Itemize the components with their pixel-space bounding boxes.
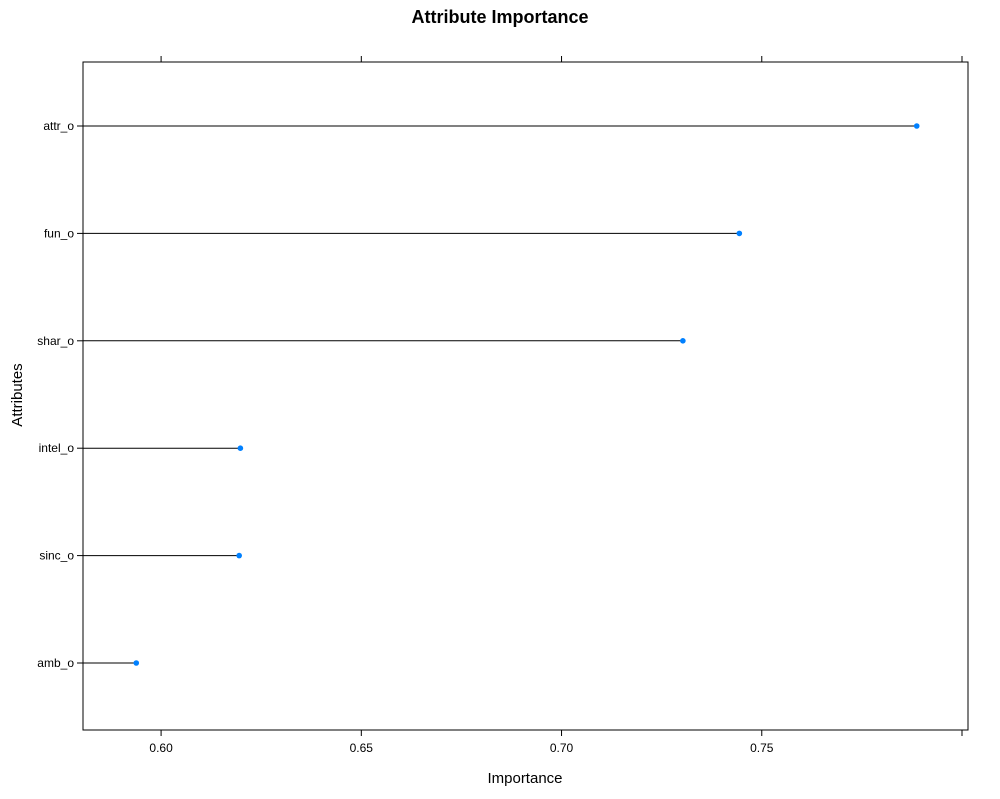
data-point-intel_o [237, 445, 244, 452]
y-tick-label-shar_o: shar_o [37, 334, 74, 348]
series-lines [83, 125, 917, 664]
chart-title: Attribute Importance [411, 7, 588, 27]
data-point-fun_o [736, 230, 743, 237]
y-tick-label-attr_o: attr_o [43, 119, 74, 133]
x-axis: 0.60 0.65 0.70 0.75 [149, 56, 963, 755]
series-points [133, 123, 920, 666]
x-tick-label: 0.60 [149, 741, 173, 755]
y-axis-title: Attributes [9, 363, 26, 426]
data-point-sinc_o [236, 552, 242, 559]
x-tick-label: 0.75 [750, 741, 774, 755]
y-tick-label-fun_o: fun_o [44, 226, 74, 240]
y-tick-label-amb_o: amb_o [37, 656, 74, 670]
x-tick-label: 0.70 [550, 741, 574, 755]
data-point-shar_o [680, 338, 686, 344]
y-tick-label-sinc_o: sinc_o [39, 549, 74, 563]
data-point-attr_o [913, 123, 920, 129]
x-axis-title: Importance [487, 770, 562, 787]
y-tick-label-intel_o: intel_o [39, 441, 75, 455]
data-point-amb_o [133, 660, 140, 666]
x-tick-label: 0.65 [350, 741, 374, 755]
plot-frame [82, 61, 969, 731]
y-axis: attr_o fun_o shar_o intel_o sinc_o amb_o [37, 119, 83, 670]
